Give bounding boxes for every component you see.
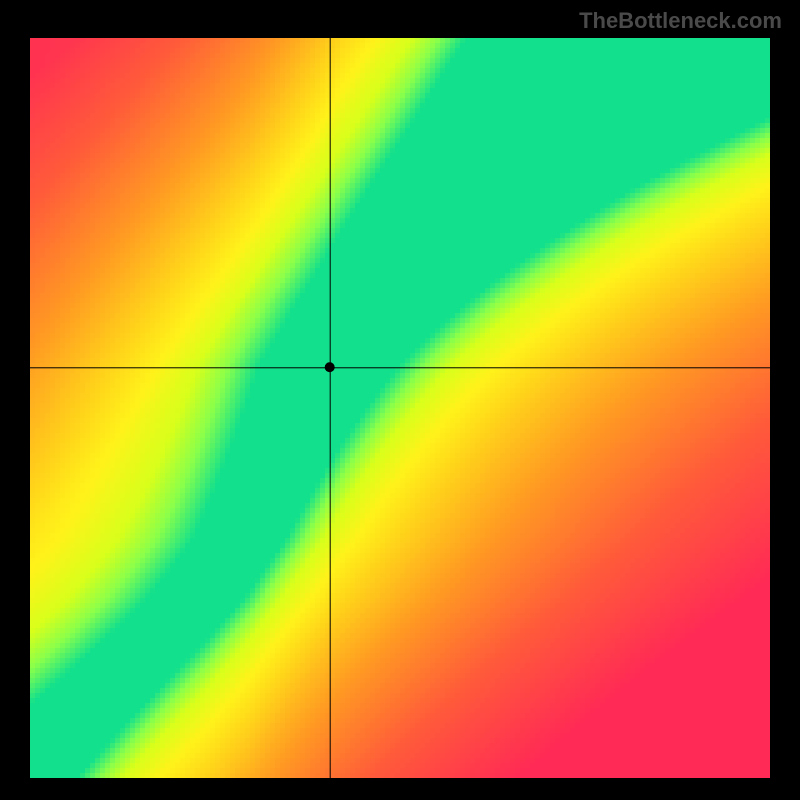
watermark: TheBottleneck.com — [0, 0, 800, 38]
heatmap-canvas — [30, 38, 770, 778]
plot-area — [30, 38, 770, 778]
